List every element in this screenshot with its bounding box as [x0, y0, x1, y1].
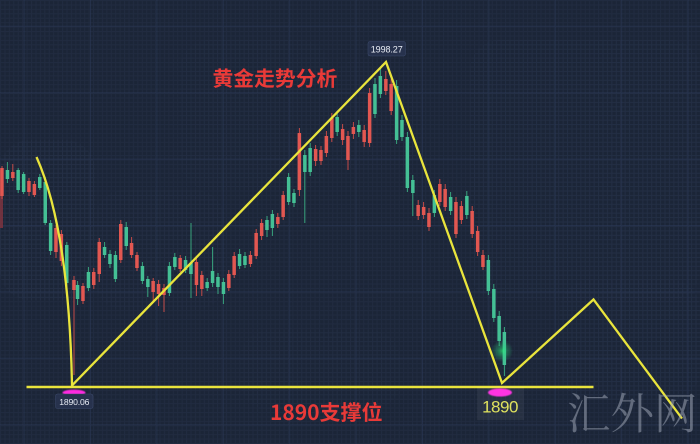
svg-text:1890.06: 1890.06: [59, 397, 89, 407]
svg-text:1998.27: 1998.27: [371, 45, 403, 55]
svg-text:1890: 1890: [482, 398, 518, 417]
